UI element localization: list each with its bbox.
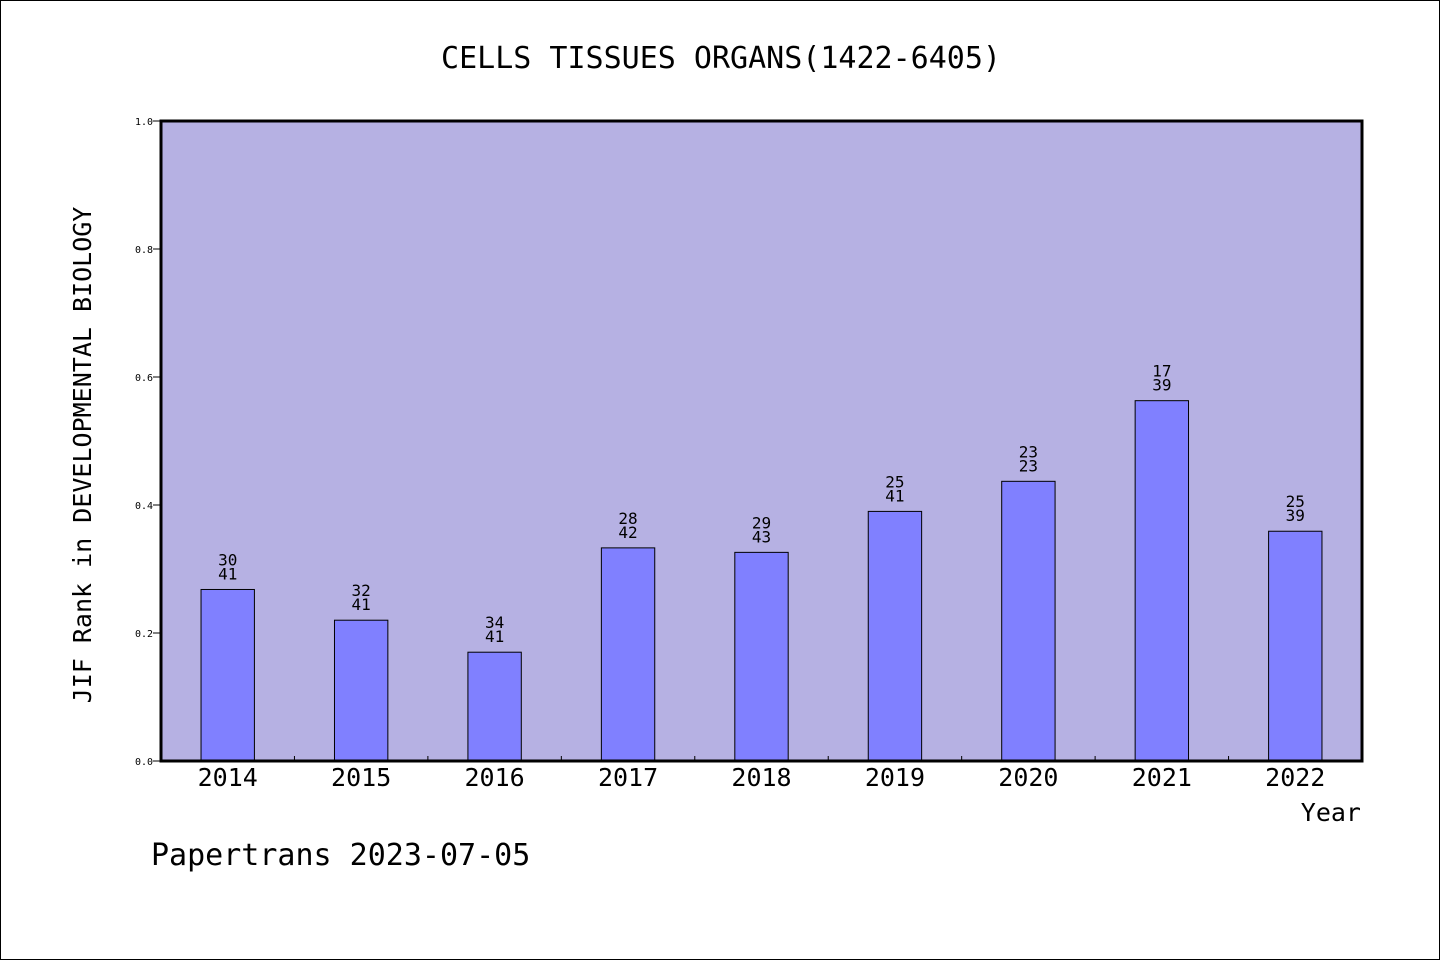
x-tick-label: 2018 (731, 763, 791, 792)
bar-total-label: 23 (1019, 456, 1038, 475)
bar-2020 (1001, 480, 1056, 762)
x-axis: 2014 2015 2016 2017 2018 2019 2020 2021 2022 (198, 756, 1325, 792)
bar-total-label: 43 (752, 527, 771, 546)
bar-total-label: 41 (885, 486, 904, 505)
bar-rank-label: 23 (1019, 442, 1038, 461)
x-tick-label: 2017 (598, 763, 658, 792)
bar-2019 (867, 510, 923, 762)
y-tick-label: 0.0 (135, 757, 153, 768)
x-tick-label: 2020 (998, 763, 1058, 792)
x-tick-label: 2014 (198, 763, 258, 792)
x-tick-label: 2022 (1265, 763, 1325, 792)
bar-2018 (734, 551, 789, 762)
bar-2014 (200, 588, 255, 762)
bar-total-label: 42 (618, 523, 637, 542)
bar-2021 (1134, 400, 1190, 762)
plot-border (159, 119, 1364, 763)
y-axis: 0.0 0.2 0.4 0.6 0.8 1.0 (135, 117, 161, 768)
bar-rank-label: 17 (1152, 362, 1171, 381)
bar-total-label: 39 (1286, 506, 1305, 525)
bar-2017 (600, 547, 656, 762)
bar-rank-label: 29 (752, 513, 771, 532)
bar-rank-label: 25 (1286, 492, 1305, 511)
bar-total-label: 41 (485, 627, 504, 646)
bar-total-label: 41 (352, 595, 371, 614)
bar-total-label: 39 (1152, 376, 1171, 395)
bar-2016 (467, 651, 522, 762)
bar-rank-label: 28 (618, 509, 637, 528)
x-tick-label: 2021 (1132, 763, 1192, 792)
bar-2015 (333, 619, 389, 762)
y-tick-label: 0.8 (135, 245, 153, 256)
y-tick-label: 0.4 (135, 501, 153, 512)
y-tick-label: 0.2 (135, 629, 153, 640)
bar-rank-label: 25 (885, 472, 904, 491)
y-tick-label: 1.0 (135, 117, 153, 128)
bar-total-label: 41 (218, 564, 237, 583)
x-tick-label: 2019 (865, 763, 925, 792)
y-axis-label: JIF Rank in DEVELOPMENTAL BIOLOGY (68, 207, 97, 704)
chart-title: CELLS TISSUES ORGANS(1422-6405) (441, 41, 1001, 76)
y-tick-label: 0.6 (135, 373, 153, 384)
bar-rank-label: 30 (218, 550, 237, 569)
footer-credit: Papertrans 2023-07-05 (151, 838, 530, 873)
bar-2022 (1268, 530, 1323, 762)
x-axis-label: Year (1301, 798, 1361, 827)
bar-rank-label: 34 (485, 613, 504, 632)
x-tick-label: 2016 (465, 763, 525, 792)
x-tick-label: 2015 (331, 763, 391, 792)
bar-rank-label: 32 (352, 581, 371, 600)
